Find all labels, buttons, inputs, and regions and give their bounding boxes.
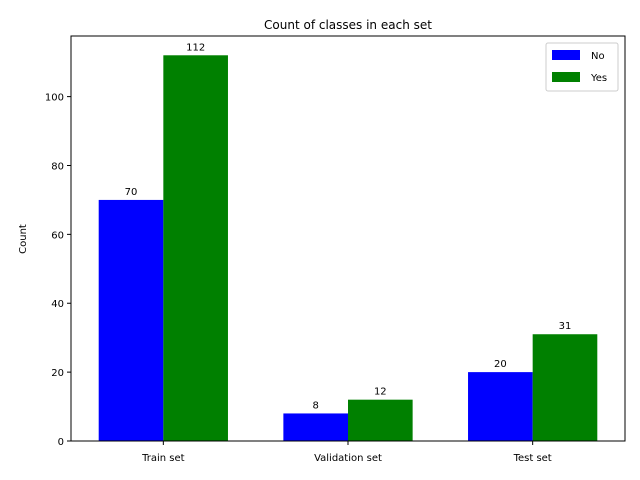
x-tick-label-0: Train set — [141, 453, 185, 464]
bar-no-0 — [98, 199, 164, 441]
x-tick-label-1: Validation set — [314, 453, 382, 464]
y-tick-label-60: 60 — [51, 230, 64, 241]
bar-yes-0 — [163, 55, 228, 442]
data-label-no-0: 70 — [125, 187, 138, 198]
y-tick-label-20: 20 — [51, 368, 64, 379]
data-label-yes-0: 112 — [186, 42, 205, 53]
legend-label-yes: Yes — [590, 73, 607, 84]
legend-swatch-no — [552, 50, 580, 60]
legend-swatch-yes — [552, 72, 580, 82]
legend-label-no: No — [591, 51, 605, 62]
x-tick-label-2: Test set — [513, 453, 552, 464]
data-label-no-1: 8 — [312, 400, 318, 411]
y-tick-label-100: 100 — [45, 93, 64, 104]
data-label-yes-1: 12 — [374, 387, 387, 398]
data-label-yes-2: 31 — [559, 321, 572, 332]
axes-layer: 0 20 40 60 80 100 Train set Validation set Test … — [45, 35, 626, 464]
bar-no-2 — [468, 372, 533, 441]
bar-yes-2 — [532, 334, 598, 441]
bar-yes-1 — [348, 399, 413, 441]
y-axis-title: Count — [18, 224, 29, 254]
data-labels-layer: 70 8 20 112 12 31 — [125, 42, 572, 411]
bars-layer — [98, 55, 598, 442]
y-tick-label-0: 0 — [58, 437, 64, 448]
y-tick-label-40: 40 — [51, 299, 64, 310]
legend: No Yes — [545, 42, 619, 92]
chart-title: Count of classes in each set — [264, 18, 432, 32]
data-label-no-2: 20 — [494, 359, 507, 370]
y-tick-label-80: 80 — [51, 161, 64, 172]
bar-no-1 — [283, 413, 348, 441]
